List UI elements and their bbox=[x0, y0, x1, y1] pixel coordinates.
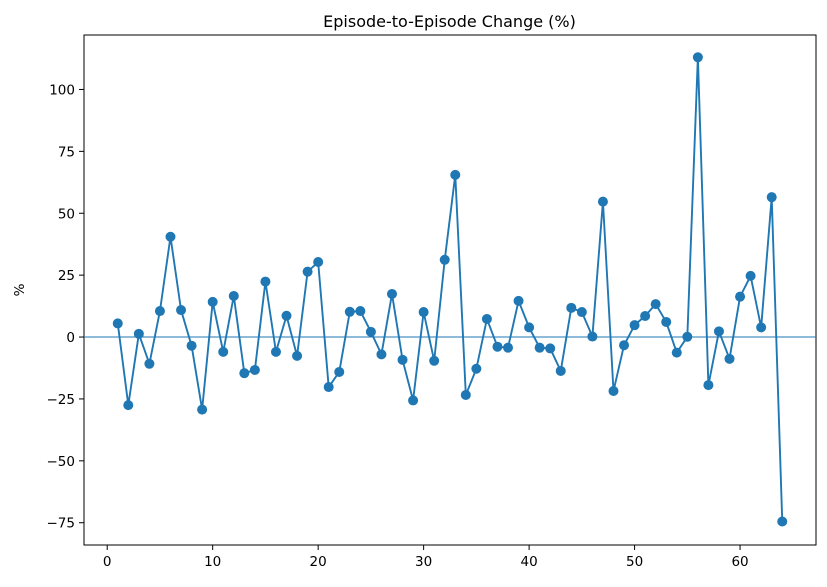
data-point bbox=[355, 306, 366, 317]
series-line bbox=[116, 56, 784, 522]
data-point bbox=[661, 316, 672, 327]
data-point bbox=[292, 350, 303, 361]
series-layer bbox=[112, 52, 788, 527]
data-point bbox=[713, 326, 724, 337]
data-point bbox=[460, 389, 471, 400]
data-point bbox=[376, 349, 387, 360]
data-point bbox=[429, 355, 440, 366]
data-point bbox=[123, 400, 134, 411]
y-tick-label: −75 bbox=[47, 516, 76, 532]
y-tick-label: 0 bbox=[66, 330, 75, 346]
x-tick-label: 50 bbox=[626, 554, 643, 570]
data-point bbox=[629, 320, 640, 331]
data-point bbox=[144, 358, 155, 369]
data-point bbox=[587, 331, 598, 342]
y-tick-label: −25 bbox=[47, 392, 76, 408]
data-point bbox=[334, 366, 345, 377]
data-point bbox=[228, 290, 239, 301]
data-point bbox=[492, 341, 503, 352]
data-point bbox=[439, 254, 450, 265]
data-point bbox=[597, 196, 608, 207]
data-point bbox=[481, 313, 492, 324]
data-point bbox=[176, 305, 187, 316]
data-point bbox=[154, 306, 165, 317]
data-point bbox=[608, 386, 619, 397]
data-point bbox=[724, 353, 735, 364]
x-tick-label: 60 bbox=[731, 554, 748, 570]
data-point bbox=[566, 302, 577, 313]
data-point bbox=[397, 354, 408, 365]
data-point bbox=[450, 169, 461, 180]
data-point bbox=[207, 296, 218, 307]
data-point bbox=[323, 382, 334, 393]
data-point bbox=[756, 322, 767, 333]
x-tick-label: 10 bbox=[204, 554, 221, 570]
x-tick-label: 20 bbox=[310, 554, 327, 570]
data-point bbox=[418, 307, 429, 318]
y-tick-label: 100 bbox=[49, 82, 75, 98]
data-point bbox=[165, 231, 176, 242]
x-tick-label: 40 bbox=[521, 554, 538, 570]
data-point bbox=[640, 311, 651, 321]
chart-title: Episode-to-Episode Change (%) bbox=[323, 12, 576, 31]
data-point bbox=[313, 257, 324, 268]
data-point bbox=[650, 299, 661, 310]
plot-area-frame bbox=[83, 34, 817, 546]
data-point bbox=[239, 368, 250, 379]
y-tick-label: 25 bbox=[58, 268, 75, 284]
data-point bbox=[524, 322, 535, 333]
data-point bbox=[703, 380, 714, 391]
data-point bbox=[133, 328, 144, 339]
data-point bbox=[576, 307, 587, 318]
y-axis-label: % bbox=[12, 283, 28, 296]
y-tick-label: 75 bbox=[58, 144, 75, 160]
data-point bbox=[186, 340, 197, 351]
data-point bbox=[218, 346, 229, 357]
x-tick-label: 0 bbox=[103, 554, 112, 570]
data-point bbox=[513, 295, 524, 306]
x-tick-label: 30 bbox=[415, 554, 432, 570]
data-point bbox=[619, 340, 630, 351]
x-axis: 0 10 20 30 40 50 60 bbox=[103, 545, 749, 570]
data-point bbox=[408, 395, 419, 406]
data-point bbox=[270, 346, 281, 357]
data-point bbox=[302, 266, 313, 277]
y-axis: −75 −50 −25 0 25 50 75 100 bbox=[47, 82, 84, 532]
data-point bbox=[281, 310, 292, 321]
data-point bbox=[471, 363, 482, 374]
data-point bbox=[545, 343, 556, 354]
y-tick-label: −50 bbox=[47, 454, 76, 470]
data-point bbox=[735, 291, 746, 302]
data-point bbox=[534, 342, 545, 353]
y-tick-label: 50 bbox=[58, 206, 75, 222]
data-point bbox=[260, 276, 271, 287]
data-point bbox=[365, 326, 376, 337]
data-point bbox=[682, 331, 693, 342]
data-point bbox=[249, 364, 260, 375]
data-point bbox=[692, 52, 703, 63]
data-point bbox=[386, 288, 397, 299]
data-point bbox=[745, 270, 756, 281]
data-point bbox=[112, 318, 123, 329]
data-point bbox=[766, 192, 777, 203]
data-point bbox=[344, 306, 355, 317]
data-point bbox=[555, 365, 566, 376]
data-point bbox=[671, 347, 682, 358]
data-point bbox=[777, 516, 788, 527]
data-point bbox=[503, 342, 514, 353]
data-point bbox=[197, 404, 208, 415]
